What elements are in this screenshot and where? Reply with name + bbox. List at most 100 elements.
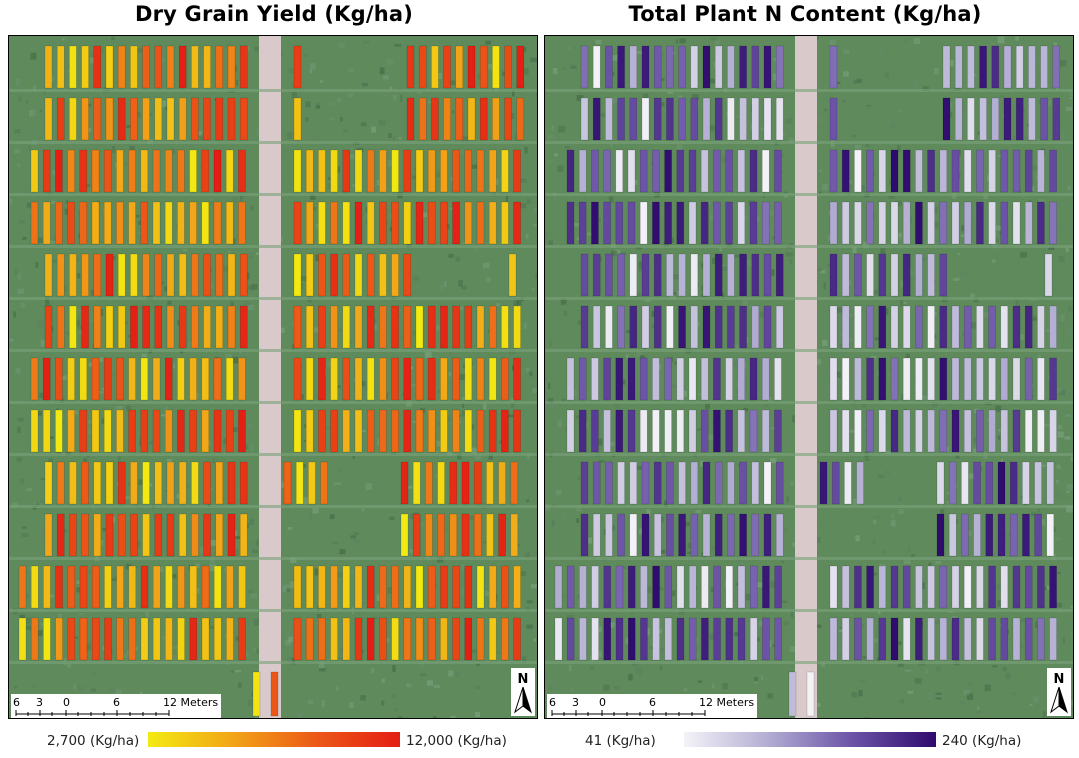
plot-strip (354, 305, 363, 349)
plot-strip (829, 45, 838, 89)
plot-strip (464, 617, 473, 661)
plot-strip (641, 97, 650, 141)
plot-strip (579, 617, 587, 661)
plot-strip (403, 617, 412, 661)
plot-strip (178, 45, 187, 89)
plot-strip (318, 201, 326, 245)
plot-strip (856, 461, 864, 505)
plot-strip (627, 565, 636, 609)
plot-strip (627, 409, 636, 453)
plot-strip (130, 461, 138, 505)
plot-strip (627, 201, 636, 245)
plot-strip (819, 461, 828, 505)
plot-strip (154, 45, 163, 89)
plot-strip (629, 461, 638, 505)
plot-strip (739, 45, 747, 89)
plot-strip (227, 513, 236, 557)
plot-strip (605, 461, 613, 505)
plot-strip (69, 461, 77, 505)
plot-strip (580, 305, 589, 349)
plot-strip (318, 617, 326, 661)
plot-strip (203, 45, 211, 89)
plot-strip (293, 617, 302, 661)
plot-strip (841, 201, 850, 245)
plot-strip (902, 305, 911, 349)
plot-strip (603, 565, 612, 609)
plot-strip (641, 253, 650, 297)
plot-strip (725, 357, 733, 401)
plot-strip (103, 201, 112, 245)
plot-strip (639, 357, 648, 401)
plot-strip (476, 409, 485, 453)
plot-strip (42, 357, 51, 401)
plot-strip (948, 513, 957, 557)
plot-strip (700, 149, 709, 193)
plot-strip (951, 201, 960, 245)
plot-strip (951, 565, 960, 609)
plot-strip (1000, 305, 1009, 349)
plot-strip (227, 305, 236, 349)
plot-strip (942, 97, 951, 141)
plot-strip (1049, 305, 1057, 349)
plot-strip (701, 617, 709, 661)
plot-strip (105, 45, 114, 89)
plot-strip (652, 149, 660, 193)
plot-strip (991, 97, 1000, 141)
plot-strip (878, 305, 887, 349)
plot-strip (165, 565, 173, 609)
plot-strip (737, 149, 746, 193)
plot-strip (510, 513, 519, 557)
plot-strip (592, 513, 601, 557)
plot-strip (473, 461, 482, 505)
plot-strip (676, 357, 685, 401)
plot-strip (178, 513, 187, 557)
plot-strip (427, 409, 436, 453)
plot-strip (191, 45, 199, 89)
plot-strip (30, 565, 39, 609)
plot-strip (152, 149, 161, 193)
plot-strip (449, 513, 458, 557)
plot-strip (652, 617, 660, 661)
plot-strip (936, 461, 945, 505)
plot-strip (415, 565, 424, 609)
plot-strip (305, 149, 314, 193)
plot-strip (461, 513, 470, 557)
plot-strip (727, 97, 735, 141)
plot-strip (93, 45, 102, 89)
plot-strip (452, 617, 460, 661)
plot-strip (737, 201, 746, 245)
plot-strip (43, 617, 51, 661)
plot-strip (227, 253, 236, 297)
plot-strip (142, 97, 150, 141)
plot-strip (415, 201, 424, 245)
plot-strip (1052, 45, 1061, 89)
plot-strip (615, 201, 624, 245)
plot-strip (225, 201, 234, 245)
plot-strip (979, 45, 987, 89)
plot-strip (130, 513, 138, 557)
plot-strip (440, 565, 448, 609)
plot-strip (142, 513, 150, 557)
plot-strip (580, 461, 589, 505)
plot-strip (751, 97, 760, 141)
plot-strip (225, 149, 234, 193)
plot-strip (951, 409, 960, 453)
plot-strip (1028, 97, 1036, 141)
plot-strip (177, 149, 185, 193)
plot-strip (476, 357, 485, 401)
plot-strip (713, 357, 721, 401)
plot-strip (578, 357, 587, 401)
plot-strip (56, 461, 65, 505)
plot-strip (330, 305, 338, 349)
plot-strip (1022, 513, 1030, 557)
plot-strip (927, 409, 935, 453)
plot-strip (566, 565, 575, 609)
plot-strip (702, 253, 711, 297)
plot-strip (201, 409, 210, 453)
plot-strip (939, 201, 948, 245)
plot-strip (391, 201, 399, 245)
plot-strip (366, 617, 375, 661)
plot-strip (1040, 45, 1048, 89)
plot-strip (178, 305, 187, 349)
plot-strip (412, 513, 421, 557)
